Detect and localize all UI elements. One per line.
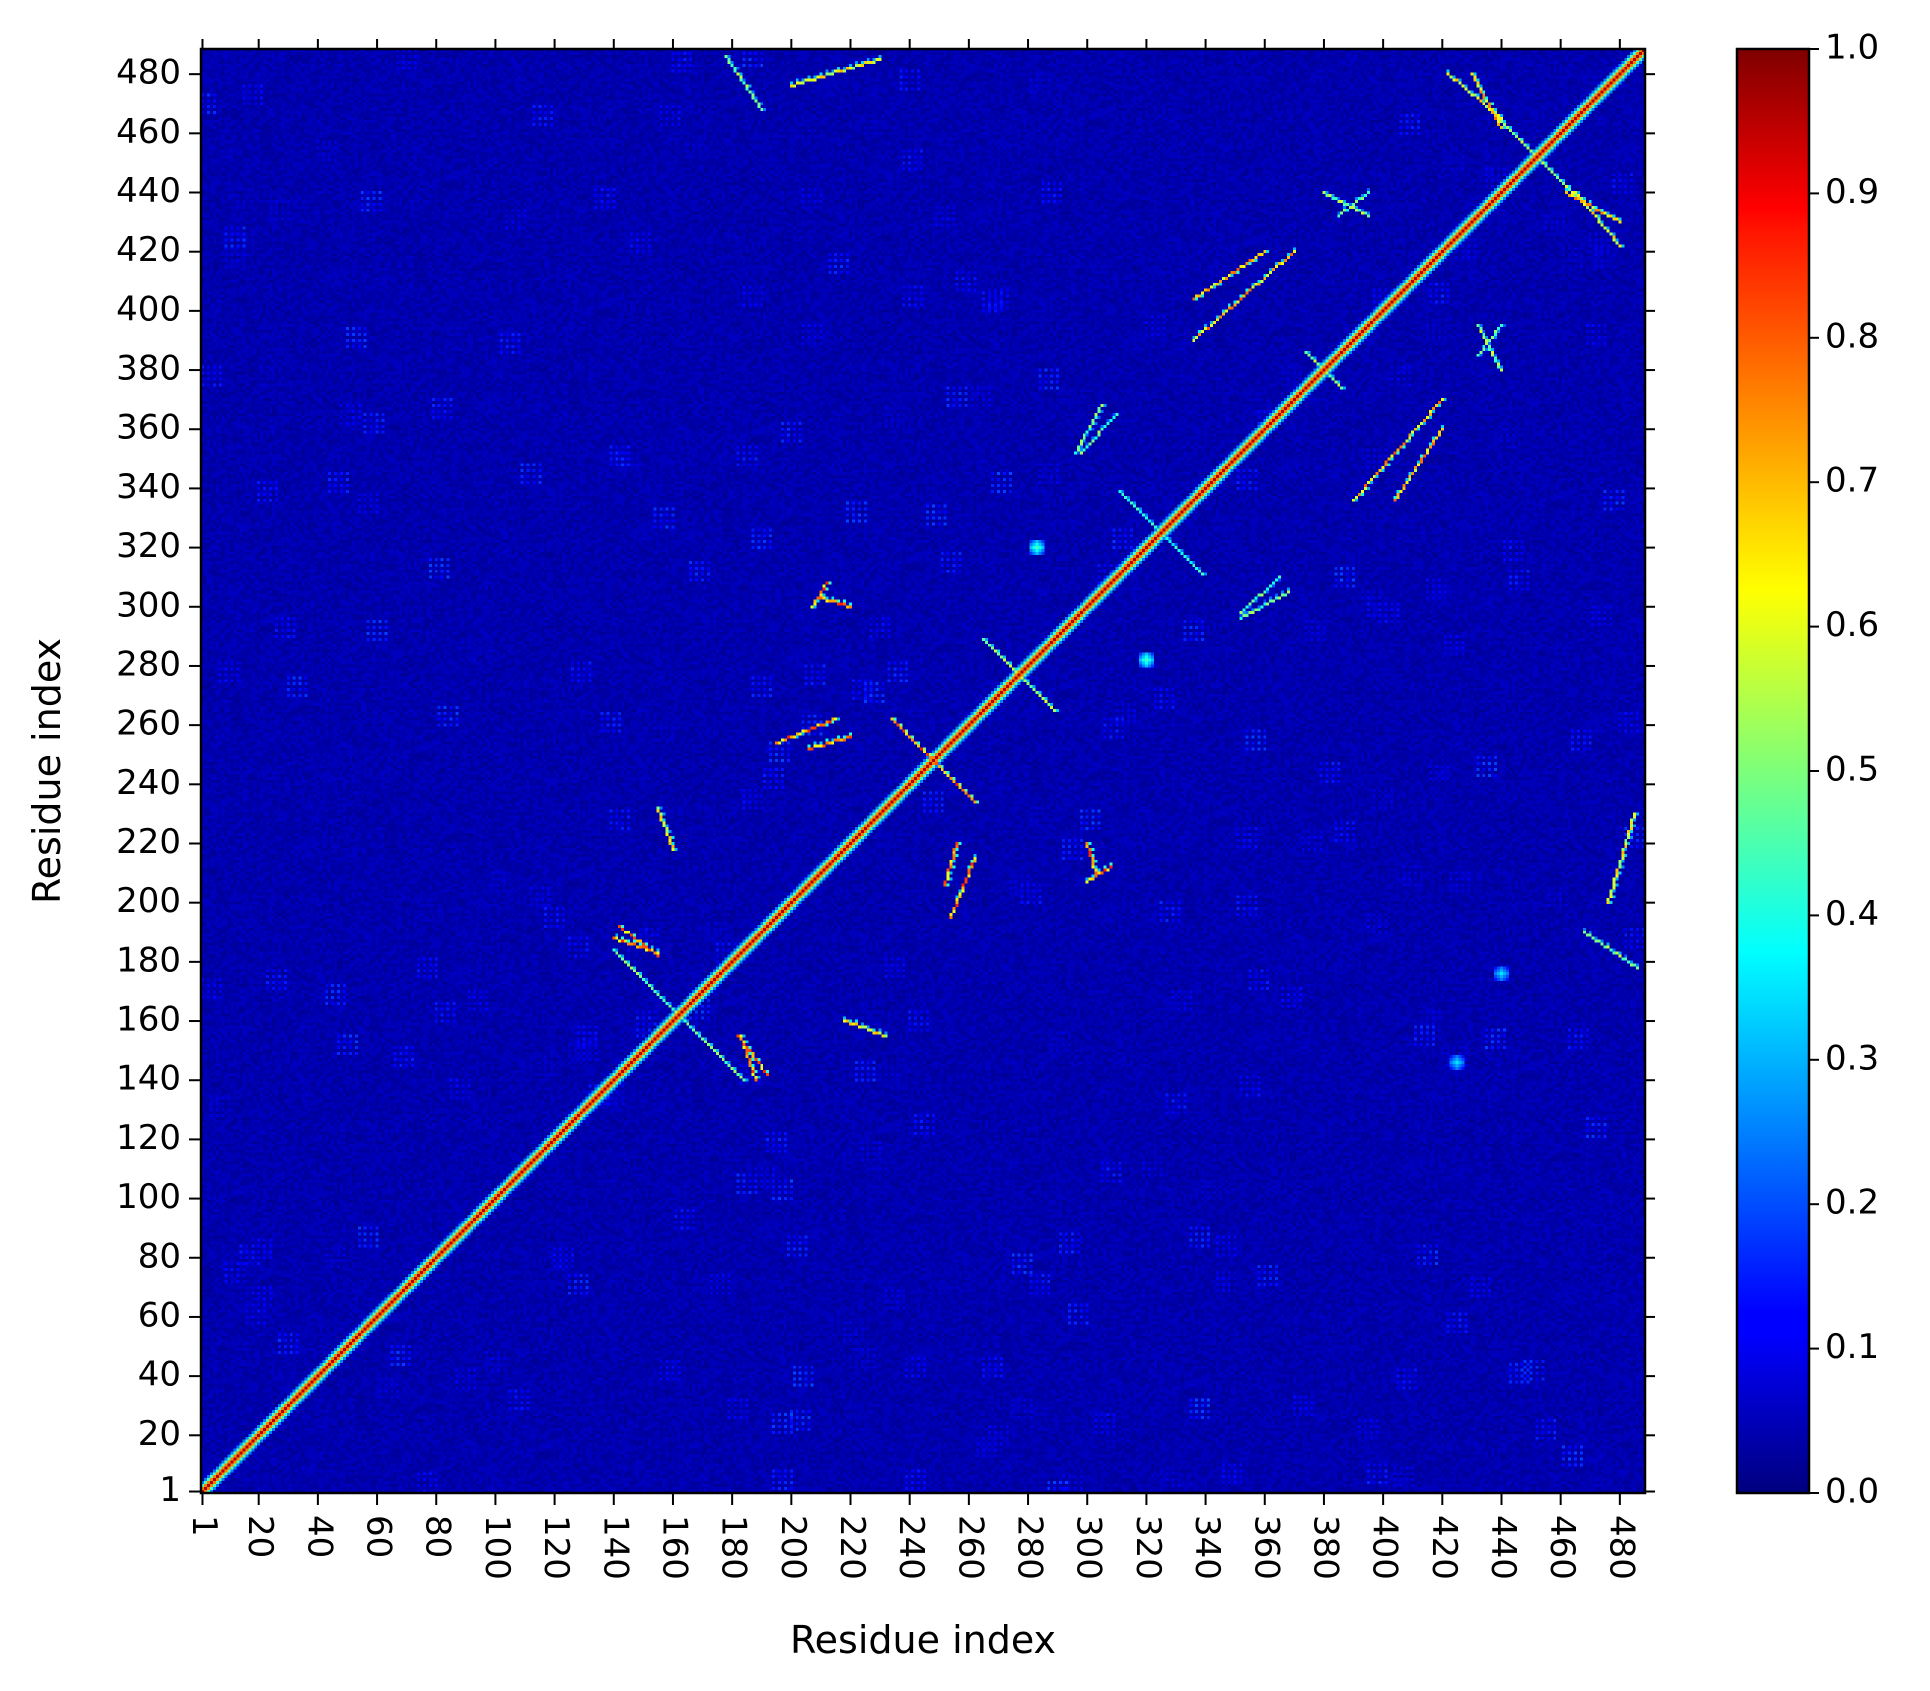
y-tick-label: 460 [116, 112, 181, 152]
y-axis-label: Residue index [25, 638, 69, 904]
y-tick-label: 220 [116, 822, 181, 862]
y-tick-label: 340 [116, 467, 181, 507]
x-tick-label: 180 [714, 1515, 754, 1580]
y-tick-label: 20 [138, 1414, 181, 1454]
y-tick-label: 320 [116, 526, 181, 566]
y-tick-label: 300 [116, 585, 181, 625]
y-tick-label: 260 [116, 704, 181, 744]
y-tick-label: 360 [116, 408, 181, 448]
x-tick-label: 480 [1601, 1515, 1641, 1580]
x-tick-label: 260 [950, 1515, 990, 1580]
colorbar-tick-label: 0.5 [1825, 750, 1879, 790]
heatmap-image [201, 49, 1645, 1493]
x-tick-label: 200 [773, 1515, 813, 1580]
colorbar-tick-label: 0.4 [1825, 894, 1879, 934]
x-tick-label: 220 [832, 1515, 872, 1580]
x-tick-label: 140 [595, 1515, 635, 1580]
y-tick-label: 120 [116, 1118, 181, 1158]
colorbar: 0.0 0.1 0.2 0.3 0.4 0.5 0.6 0.7 0.8 0.9 1.0 [1735, 28, 1879, 1512]
y-tick-label: 420 [116, 230, 181, 270]
y-tick-label: 280 [116, 644, 181, 684]
x-tick-label: 120 [536, 1515, 576, 1580]
x-tick-label: 280 [1010, 1515, 1050, 1580]
y-tick-label: 100 [116, 1177, 181, 1217]
x-tick-label: 1 [184, 1515, 224, 1537]
colorbar-ticks: 0.0 0.1 0.2 0.3 0.4 0.5 0.6 0.7 0.8 0.9 1.0 [1809, 28, 1879, 1512]
plot-frame [199, 47, 1647, 1495]
x-tick-label: 60 [359, 1515, 399, 1558]
colorbar-gradient [1737, 49, 1809, 1493]
x-tick-label: 40 [299, 1515, 339, 1558]
colorbar-tick-label: 0.1 [1825, 1327, 1879, 1367]
y-tick-label: 200 [116, 881, 181, 921]
y-tick-label: 380 [116, 349, 181, 389]
x-tick-label: 320 [1128, 1515, 1168, 1580]
colorbar-tick-label: 0.2 [1825, 1183, 1879, 1223]
y-tick-label: 440 [116, 171, 181, 211]
y-tick-label: 160 [116, 1000, 181, 1040]
x-tick-label: 160 [654, 1515, 694, 1580]
colorbar-tick-label: 1.0 [1825, 28, 1879, 68]
y-tick-label: 400 [116, 289, 181, 329]
y-tick-label: 240 [116, 763, 181, 803]
y-tick-label: 1 [159, 1470, 181, 1510]
y-tick-label: 180 [116, 940, 181, 980]
colorbar-tick-label: 0.3 [1825, 1038, 1879, 1078]
colorbar-tick-label: 0.8 [1825, 316, 1879, 356]
x-tick-label: 380 [1305, 1515, 1345, 1580]
y-tick-label: 60 [138, 1295, 181, 1335]
x-tick-label: 400 [1365, 1515, 1405, 1580]
x-tick-label: 20 [240, 1515, 280, 1558]
x-tick-label: 240 [891, 1515, 931, 1580]
colorbar-tick-label: 0.9 [1825, 172, 1879, 212]
x-tick-label: 80 [418, 1515, 458, 1558]
x-tick-label: 440 [1483, 1515, 1523, 1580]
x-tick-label: 360 [1246, 1515, 1286, 1580]
y-tick-label: 140 [116, 1059, 181, 1099]
y-tick-label: 40 [138, 1355, 181, 1395]
heatmap-plot [199, 47, 1647, 1495]
y-axis-ticks: 1204060801001201401601802002202402602803… [116, 53, 1655, 1510]
x-axis-ticks: 1 20 40 60 80 100 120 140 160 180 200 220 240 260 280 3… [184, 39, 1641, 1580]
colorbar-tick-label: 0.7 [1825, 461, 1879, 501]
x-tick-label: 300 [1069, 1515, 1109, 1580]
colorbar-tick-label: 0.6 [1825, 605, 1879, 645]
x-tick-label: 340 [1187, 1515, 1227, 1580]
y-tick-label: 480 [116, 53, 181, 93]
x-axis-label: Residue index [790, 1618, 1056, 1662]
colorbar-tick-label: 0.0 [1825, 1472, 1879, 1512]
x-tick-label: 460 [1542, 1515, 1582, 1580]
x-tick-label: 100 [477, 1515, 517, 1580]
x-tick-label: 420 [1424, 1515, 1464, 1580]
y-tick-label: 80 [138, 1236, 181, 1276]
